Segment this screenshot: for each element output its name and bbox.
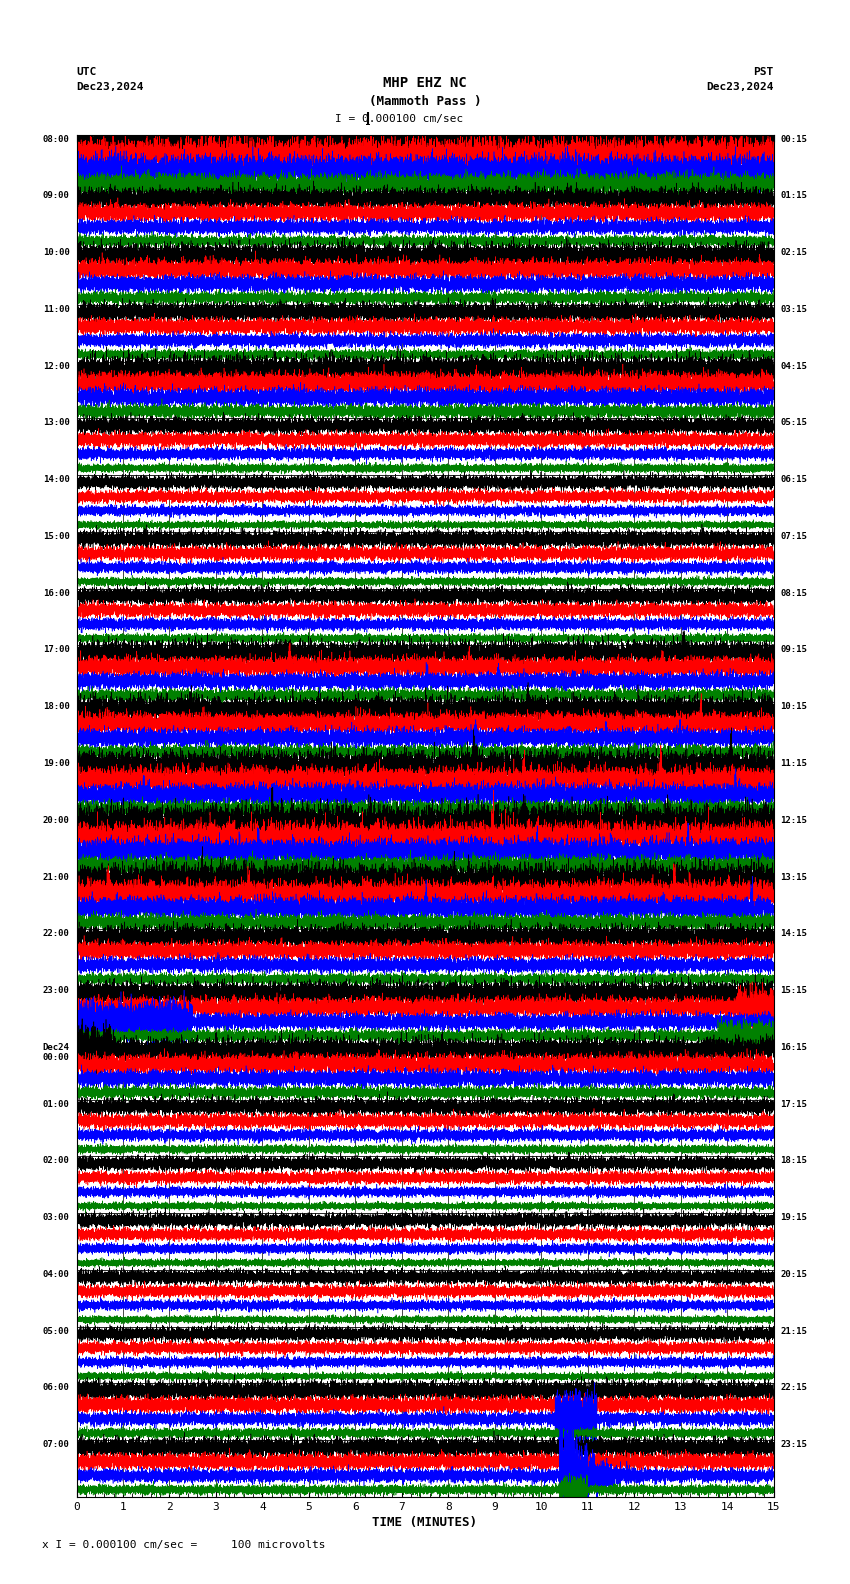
Text: 15:15: 15:15 [780,985,808,995]
Text: 12:15: 12:15 [780,816,808,825]
Text: 13:15: 13:15 [780,873,808,882]
Text: 05:15: 05:15 [780,418,808,428]
Text: 19:00: 19:00 [42,759,70,768]
Text: 01:00: 01:00 [42,1099,70,1109]
Text: 07:00: 07:00 [42,1440,70,1449]
Text: 17:15: 17:15 [780,1099,808,1109]
Text: 11:00: 11:00 [42,304,70,314]
Text: 20:15: 20:15 [780,1270,808,1278]
Text: 21:00: 21:00 [42,873,70,882]
Text: 11:15: 11:15 [780,759,808,768]
Text: 09:00: 09:00 [42,192,70,201]
Text: Dec23,2024: Dec23,2024 [706,82,774,92]
Text: 14:15: 14:15 [780,930,808,938]
Text: 01:15: 01:15 [780,192,808,201]
Text: 23:00: 23:00 [42,985,70,995]
Text: 16:00: 16:00 [42,589,70,597]
Text: 15:00: 15:00 [42,532,70,542]
Text: 03:00: 03:00 [42,1213,70,1223]
Text: UTC: UTC [76,67,97,76]
Text: 04:15: 04:15 [780,361,808,371]
Text: 00:15: 00:15 [780,135,808,144]
Text: 06:15: 06:15 [780,475,808,485]
Text: PST: PST [753,67,774,76]
Text: 17:00: 17:00 [42,645,70,654]
Text: 02:15: 02:15 [780,249,808,257]
Text: 21:15: 21:15 [780,1326,808,1335]
Text: 14:00: 14:00 [42,475,70,485]
Text: Dec23,2024: Dec23,2024 [76,82,144,92]
Text: 06:00: 06:00 [42,1383,70,1392]
Text: 03:15: 03:15 [780,304,808,314]
Text: 09:15: 09:15 [780,645,808,654]
Text: 18:15: 18:15 [780,1156,808,1166]
Text: 20:00: 20:00 [42,816,70,825]
Text: 13:00: 13:00 [42,418,70,428]
Text: MHP EHZ NC: MHP EHZ NC [383,76,467,90]
Text: 08:15: 08:15 [780,589,808,597]
Text: 07:15: 07:15 [780,532,808,542]
Text: 22:15: 22:15 [780,1383,808,1392]
Text: 16:15: 16:15 [780,1042,808,1052]
Text: 12:00: 12:00 [42,361,70,371]
Text: x I = 0.000100 cm/sec =     100 microvolts: x I = 0.000100 cm/sec = 100 microvolts [42,1540,326,1549]
Text: 02:00: 02:00 [42,1156,70,1166]
Text: 05:00: 05:00 [42,1326,70,1335]
Text: (Mammoth Pass ): (Mammoth Pass ) [369,95,481,108]
Text: 10:00: 10:00 [42,249,70,257]
Text: 19:15: 19:15 [780,1213,808,1223]
Text: I = 0.000100 cm/sec: I = 0.000100 cm/sec [336,114,463,124]
Text: 08:00: 08:00 [42,135,70,144]
Text: 04:00: 04:00 [42,1270,70,1278]
Text: Dec24
00:00: Dec24 00:00 [42,1042,70,1063]
X-axis label: TIME (MINUTES): TIME (MINUTES) [372,1516,478,1529]
Text: 10:15: 10:15 [780,702,808,711]
Text: 18:00: 18:00 [42,702,70,711]
Text: 23:15: 23:15 [780,1440,808,1449]
Text: 22:00: 22:00 [42,930,70,938]
